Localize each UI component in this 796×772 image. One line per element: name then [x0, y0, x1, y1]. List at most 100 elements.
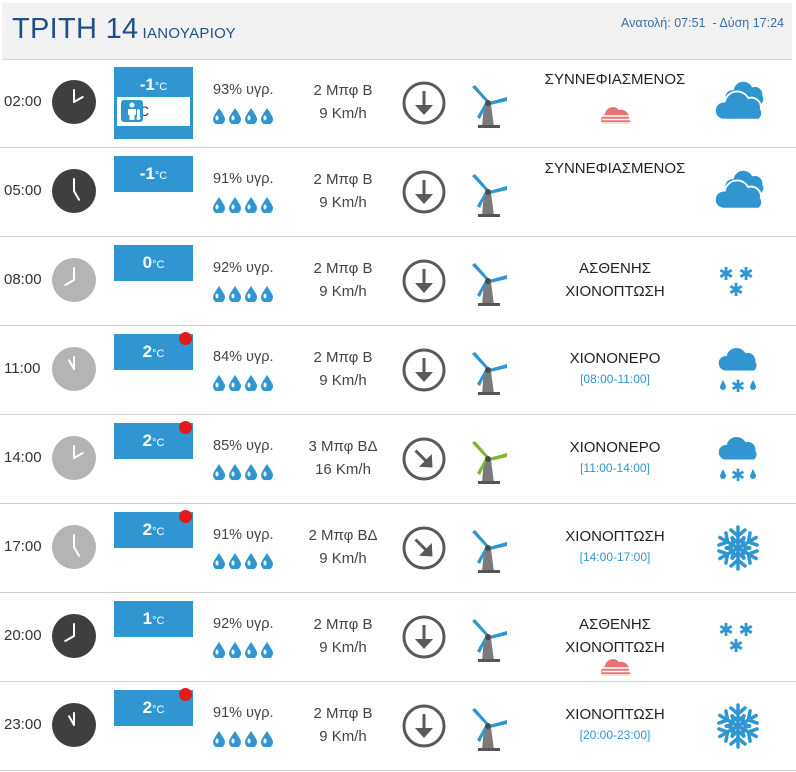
light-snow-icon: ✱ ✱ ✱ — [714, 263, 758, 308]
forecast-row: 11:00 2°C 84% υγρ. 2 Μπφ Β 9 Km/h ΧΙΟΝΟΝΕΡΟ [0… — [0, 326, 796, 415]
wind-turbine-icon — [466, 702, 510, 757]
humidity-drops-icon — [211, 106, 277, 129]
wind-info: 2 Μπφ Β 9 Km/h — [296, 346, 390, 392]
sun-times: Ανατολή: 07:51 - Δύση 17:24 — [621, 16, 784, 30]
time-label: 02:00 — [4, 93, 42, 110]
time-label: 05:00 — [4, 182, 42, 199]
sleet-icon: ✱ — [714, 346, 762, 399]
temperature-unit: °C — [152, 437, 165, 449]
wind-direction-arrow-icon — [401, 169, 447, 220]
weather-warning-icon[interactable] — [599, 658, 633, 683]
temperature-unit: °C — [152, 615, 165, 627]
temperature-unit: °C — [154, 81, 168, 93]
forecast-row: 23:00 2°C 91% υγρ. 2 Μπφ Β 9 Km/h ΧΙΟΝΟΠΤΩΣΗ [… — [0, 682, 796, 771]
forecast-row: 08:00 0°C 92% υγρ. 2 Μπφ Β 9 Km/h ΑΣΘΕΝΗΣ ΧΙΟΝ… — [0, 237, 796, 326]
humidity-label: 91% υγρ. — [213, 705, 274, 721]
temperature-unit: °C — [152, 348, 165, 360]
temperature-unit: °C — [152, 259, 165, 271]
wind-turbine-icon — [466, 168, 510, 223]
condition-line-1: ΧΙΟΝΟΠΤΩΣΗ — [565, 706, 665, 723]
humidity-label: 84% υγρ. — [213, 349, 274, 365]
clock-icon — [52, 169, 96, 218]
svg-text:✱: ✱ — [731, 377, 745, 394]
feels-like-box: -4°C — [117, 97, 190, 126]
wind-info: 2 Μπφ Β 9 Km/h — [296, 79, 390, 125]
condition-time-range[interactable]: [14:00-17:00] — [579, 550, 651, 564]
temperature-box: 2°C — [114, 332, 193, 370]
wind-info: 2 Μπφ Β 9 Km/h — [296, 613, 390, 659]
wind-direction-arrow-icon — [401, 80, 447, 131]
wind-turbine-icon — [466, 435, 510, 490]
condition-time-range[interactable]: [11:00-14:00] — [580, 461, 650, 475]
temperature-box: -1°C -4°C — [114, 67, 193, 139]
temperature-value: 2 — [142, 520, 153, 539]
wind-direction-arrow-icon — [401, 525, 447, 576]
temperature-unit: °C — [152, 526, 165, 538]
snowflake-icon — [714, 524, 762, 577]
wind-turbine-icon — [466, 524, 510, 579]
condition-line-1: ΣΥΝΝΕΦΙΑΣΜΕΝΟΣ — [544, 71, 686, 88]
forecast-row: 14:00 2°C 85% υγρ. 3 Μπφ ΒΔ 16 Km/h ΧΙΟΝΟΝΕΡΟ… — [0, 415, 796, 504]
wind-turbine-icon — [466, 257, 510, 312]
clock-icon — [52, 80, 96, 129]
clock-icon — [52, 703, 96, 752]
wind-direction-arrow-icon — [401, 258, 447, 309]
condition-time-range[interactable]: [08:00-11:00] — [580, 372, 650, 386]
condition-text: ΧΙΟΝΟΝΕΡΟ — [520, 436, 710, 459]
wind-turbine-icon — [466, 79, 510, 134]
alert-dot-icon — [179, 421, 192, 434]
wind-turbine-icon — [466, 346, 510, 401]
temperature-box: 2°C — [114, 510, 193, 548]
cloudy-icon — [714, 168, 770, 219]
forecast-rows: 02:00 -1 °C -4°C 93% υγρ. 2 Μπφ Β9 Km/h ΣΥΝΝΕΦ… — [0, 59, 796, 771]
wind-beaufort: 2 Μπφ Β — [313, 349, 373, 366]
day-label: ΤΡΙΤΗ 14 — [12, 13, 139, 45]
time-label: 08:00 — [4, 271, 42, 288]
humidity-drops-icon — [211, 551, 277, 574]
alert-dot-icon — [179, 510, 192, 523]
wind-direction-arrow-icon — [401, 436, 447, 487]
wind-info: 2 Μπφ Β 9 Km/h — [296, 702, 390, 748]
day-header: ΤΡΙΤΗ 14 ΙΑΝΟΥΑΡΙΟΥ Ανατολή: 07:51 - Δύση… — [2, 3, 792, 60]
humidity-label: 93% υγρ. — [213, 82, 274, 98]
temperature-value: -1 — [139, 164, 155, 183]
condition-time-range[interactable]: [20:00-23:00] — [579, 728, 651, 742]
humidity-label: 91% υγρ. — [213, 527, 274, 543]
wind-direction-arrow-icon — [401, 614, 447, 665]
humidity-drops-icon — [211, 195, 277, 218]
svg-text:✱: ✱ — [731, 466, 745, 483]
temperature-value: 2 — [142, 431, 153, 450]
temperature-value: 2 — [142, 698, 153, 717]
svg-text:✱: ✱ — [718, 620, 733, 641]
svg-text:✱: ✱ — [738, 264, 753, 285]
wind-beaufort: 2 Μπφ ΒΔ — [308, 527, 378, 544]
temperature-unit: °C — [152, 704, 165, 716]
humidity-label: 85% υγρ. — [213, 438, 274, 454]
humidity-label: 92% υγρ. — [213, 616, 274, 632]
day-title: ΤΡΙΤΗ 14 ΙΑΝΟΥΑΡΙΟΥ — [12, 13, 236, 46]
condition-text: ΧΙΟΝΟΠΤΩΣΗ — [520, 703, 710, 726]
sunset-label: - Δύση 17:24 — [712, 16, 784, 30]
temperature-box: 0°C — [114, 245, 193, 281]
wind-info: 2 Μπφ ΒΔ 9 Km/h — [296, 524, 390, 570]
wind-direction-arrow-icon — [401, 347, 447, 398]
wind-beaufort: 2 Μπφ Β — [313, 705, 373, 722]
forecast-row: 20:00 1°C 92% υγρ. 2 Μπφ Β 9 Km/h ΑΣΘΕΝΗΣ ΧΙΟΝ… — [0, 593, 796, 682]
time-label: 11:00 — [4, 360, 41, 377]
condition-line-1: ΧΙΟΝΟΝΕΡΟ — [569, 439, 661, 456]
condition-line-2: ΧΙΟΝΟΠΤΩΣΗ — [565, 639, 665, 656]
forecast-row: 02:00 -1°C -4°C 93% υγρ. 2 Μπφ Β 9 Km/h ΣΥΝΝΕΦ… — [0, 59, 796, 148]
wind-turbine-icon — [466, 613, 510, 668]
humidity-label: 91% υγρ. — [213, 171, 274, 187]
condition-text: ΧΙΟΝΟΠΤΩΣΗ — [520, 525, 710, 548]
humidity-drops-icon — [211, 640, 277, 663]
clock-icon — [52, 436, 96, 485]
wind-beaufort: 2 Μπφ Β — [313, 82, 373, 99]
alert-dot-icon — [179, 688, 192, 701]
svg-text:✱: ✱ — [728, 636, 743, 657]
temperature-value: 1 — [142, 609, 153, 628]
weather-warning-icon[interactable] — [599, 106, 633, 131]
forecast-row: 05:00 -1°C 91% υγρ. 2 Μπφ Β 9 Km/h ΣΥΝΝΕΦΙΑΣΜ… — [0, 148, 796, 237]
month-label: ΙΑΝΟΥΑΡΙΟΥ — [142, 25, 236, 42]
temperature-box: 2°C — [114, 421, 193, 459]
